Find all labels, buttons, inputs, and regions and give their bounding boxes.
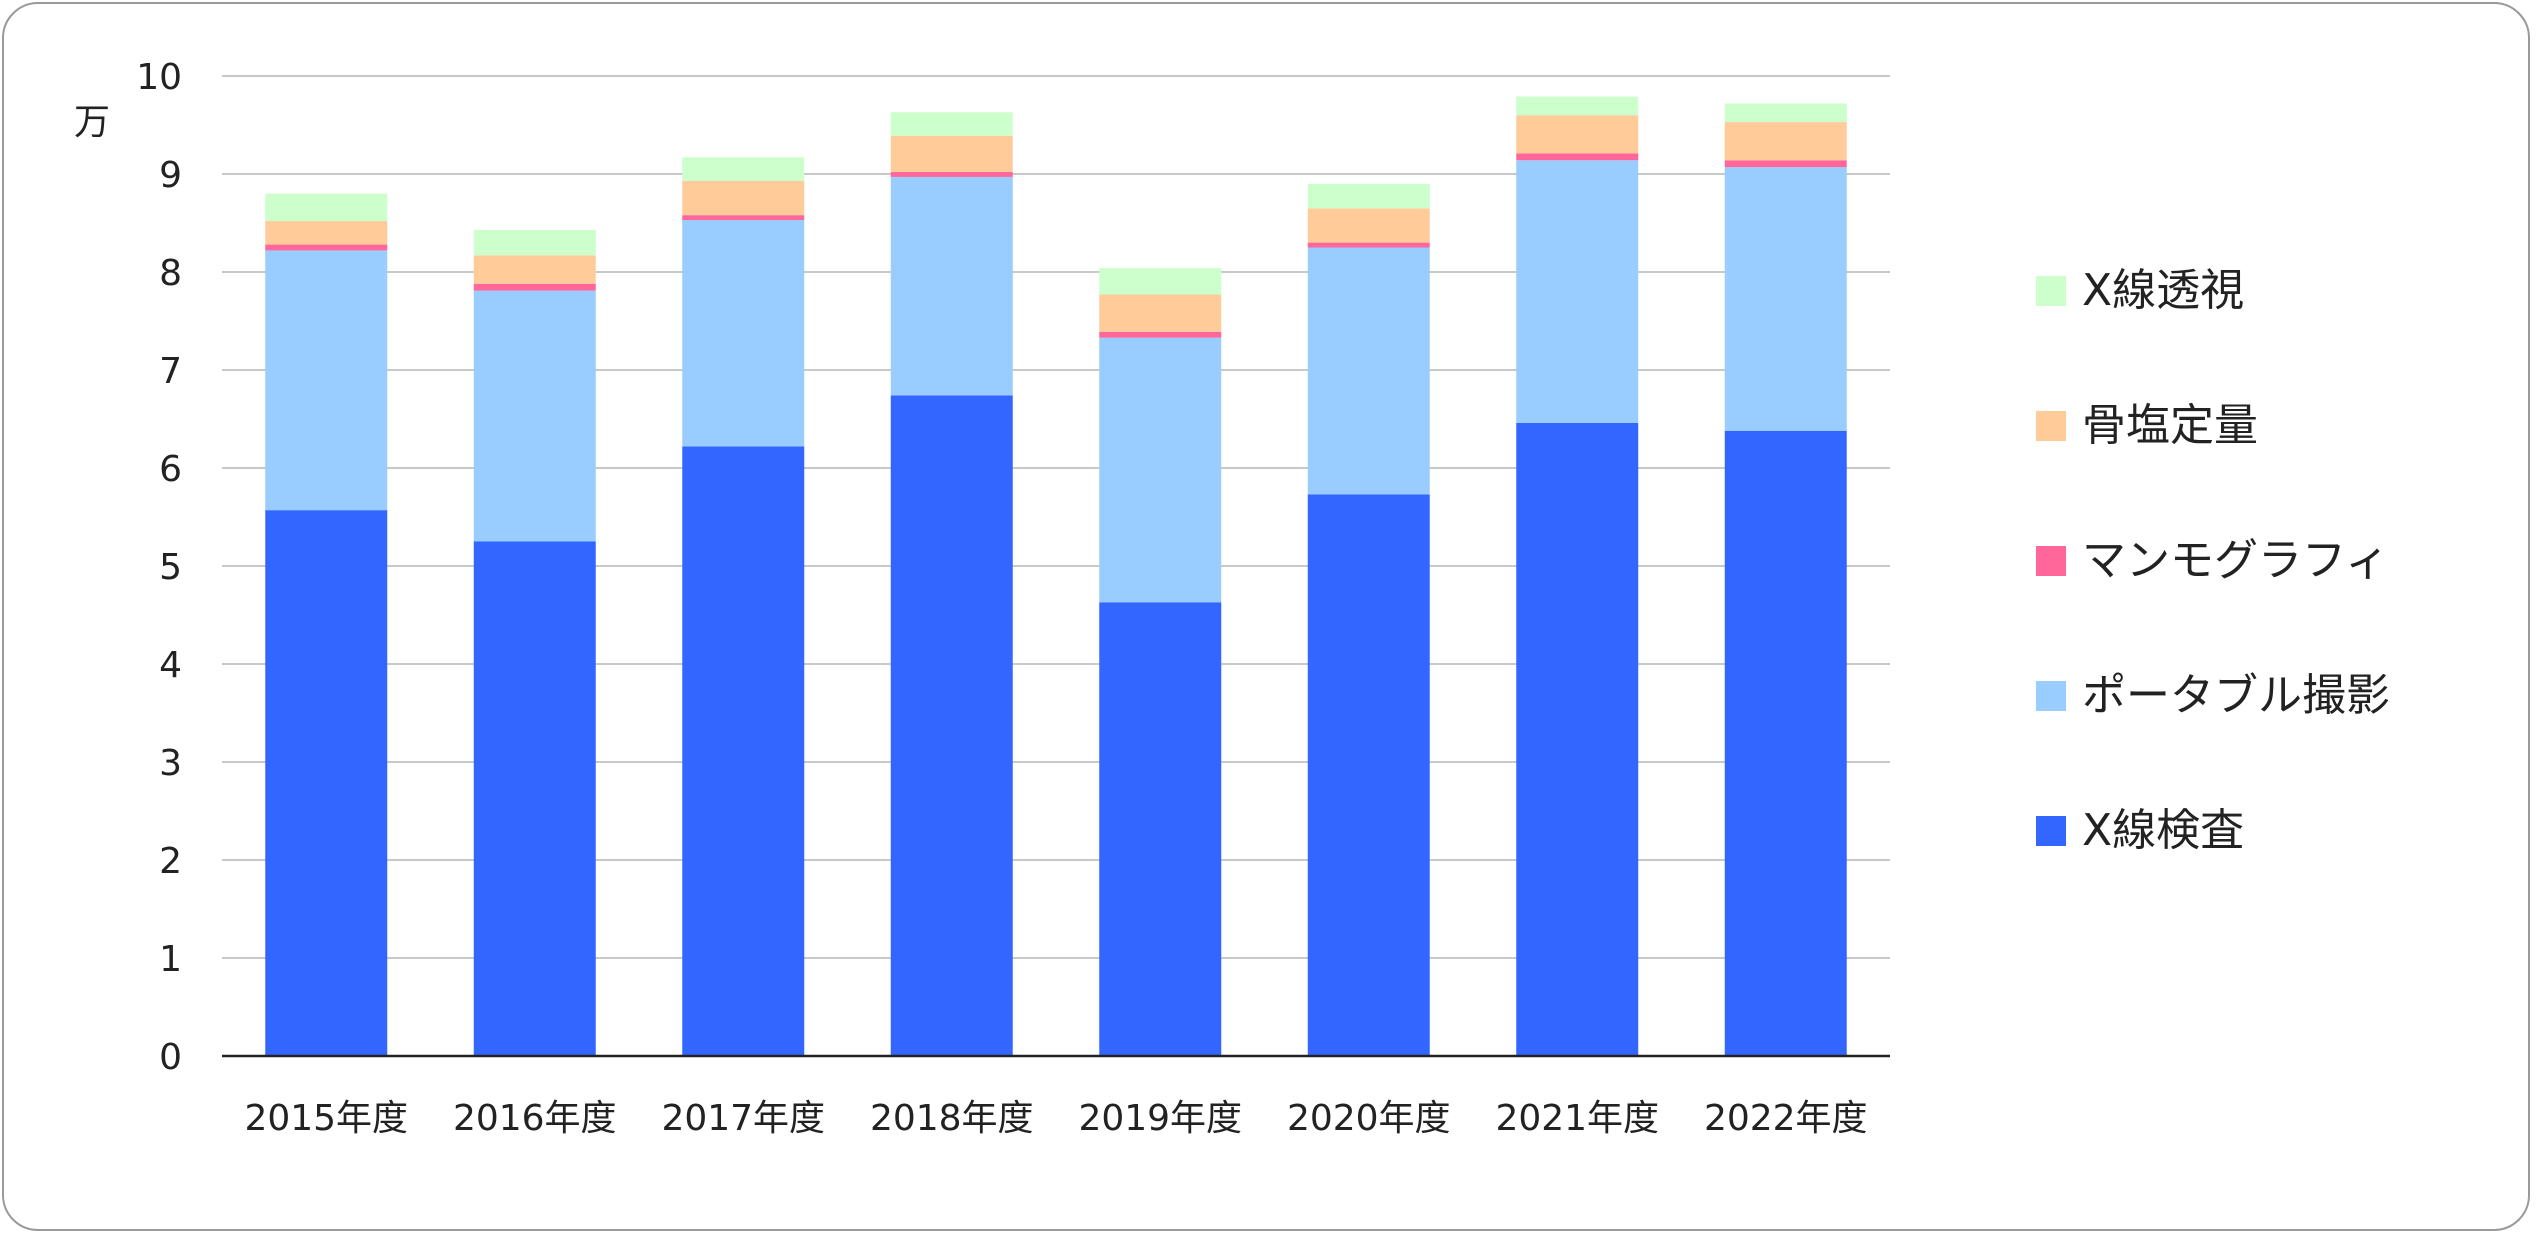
y-tick-label: 7 xyxy=(159,351,182,392)
bar-segment xyxy=(1099,331,1222,338)
x-tick-label: 2016年度 xyxy=(453,1098,617,1139)
y-tick-label: 2 xyxy=(159,841,182,882)
bar-segment xyxy=(473,290,596,542)
legend-item: マンモグラフィ xyxy=(2036,535,2389,586)
x-tick-label: 2021年度 xyxy=(1495,1098,1659,1139)
bar-segment xyxy=(890,395,1013,1057)
bar-segment xyxy=(1099,268,1222,295)
bar-segment xyxy=(265,244,388,251)
bars xyxy=(265,96,1847,1057)
legend-swatch xyxy=(2036,816,2066,846)
bar-segment xyxy=(1099,602,1222,1056)
y-tick-label: 1 xyxy=(159,939,182,980)
bar-segment xyxy=(1724,103,1847,123)
bar-segment xyxy=(265,193,388,222)
legend-label: ポータブル撮影 xyxy=(2082,670,2390,721)
bar-segment xyxy=(265,250,388,511)
y-tick-label: 5 xyxy=(159,547,182,588)
bar-segment xyxy=(473,283,596,291)
legend-label: 骨塩定量 xyxy=(2082,400,2258,451)
bar-segment xyxy=(473,255,596,284)
bar-segment xyxy=(682,215,805,221)
y-tick-label: 4 xyxy=(159,645,182,686)
x-tick-label: 2022年度 xyxy=(1704,1098,1868,1139)
x-tick-label: 2019年度 xyxy=(1078,1098,1242,1139)
bar-segment xyxy=(1724,167,1847,431)
bar-segment xyxy=(265,510,388,1056)
y-tick-label: 0 xyxy=(159,1037,182,1078)
x-tick-label: 2017年度 xyxy=(661,1098,825,1139)
bar-segment xyxy=(890,112,1013,136)
legend-swatch xyxy=(2036,411,2066,441)
bar-segment xyxy=(1516,153,1639,161)
bar-segment xyxy=(682,446,805,1056)
bar-segment xyxy=(1724,122,1847,161)
legend-swatch xyxy=(2036,546,2066,576)
x-tick-label: 2015年度 xyxy=(244,1098,408,1139)
bar-segment xyxy=(1307,183,1430,209)
y-unit-label: 万 xyxy=(74,102,110,143)
bar-segment xyxy=(1307,242,1430,248)
bar-segment xyxy=(1516,422,1639,1056)
legend-swatch xyxy=(2036,276,2066,306)
y-tick-label: 10 xyxy=(136,57,182,98)
legend-item: X線透視 xyxy=(2036,265,2244,316)
y-tick-label: 9 xyxy=(159,155,182,196)
bar-segment xyxy=(1516,160,1639,423)
bar-segment xyxy=(1724,160,1847,168)
bar-segment xyxy=(890,135,1013,173)
bar-segment xyxy=(1307,494,1430,1057)
y-tick-label: 3 xyxy=(159,743,182,784)
legend-label: X線透視 xyxy=(2082,265,2244,316)
bar-segment xyxy=(682,157,805,181)
bar-segment xyxy=(265,221,388,245)
bar-segment xyxy=(682,180,805,216)
legend-item: 骨塩定量 xyxy=(2036,400,2258,451)
legend-swatch xyxy=(2036,681,2066,711)
bar-segment xyxy=(473,229,596,256)
x-tick-label: 2020年度 xyxy=(1287,1098,1451,1139)
bar-segment xyxy=(1099,337,1222,603)
axes: 0 1 2 3 4 5 6 7 8 9 10 2015年度 2016年度 2017年度 2018年度 2019… xyxy=(136,57,1890,1139)
bar-segment xyxy=(1099,294,1222,332)
bar-segment xyxy=(1307,208,1430,243)
bar-segment xyxy=(1724,430,1847,1056)
gridlines xyxy=(222,75,1890,959)
y-tick-label: 6 xyxy=(159,449,182,490)
x-tick-label: 2018年度 xyxy=(870,1098,1034,1139)
bar-segment xyxy=(890,172,1013,177)
legend-label: X線検査 xyxy=(2082,805,2244,856)
y-tick-label: 8 xyxy=(159,253,182,294)
bar-segment xyxy=(1516,115,1639,154)
bar-segment xyxy=(1307,247,1430,495)
bar-segment xyxy=(682,220,805,447)
bar-segment xyxy=(890,176,1013,396)
bar-segment xyxy=(473,541,596,1056)
legend-item: ポータブル撮影 xyxy=(2036,670,2390,721)
legend-item: X線検査 xyxy=(2036,805,2244,856)
bar-segment xyxy=(1516,96,1639,116)
legend-label: マンモグラフィ xyxy=(2082,535,2389,586)
